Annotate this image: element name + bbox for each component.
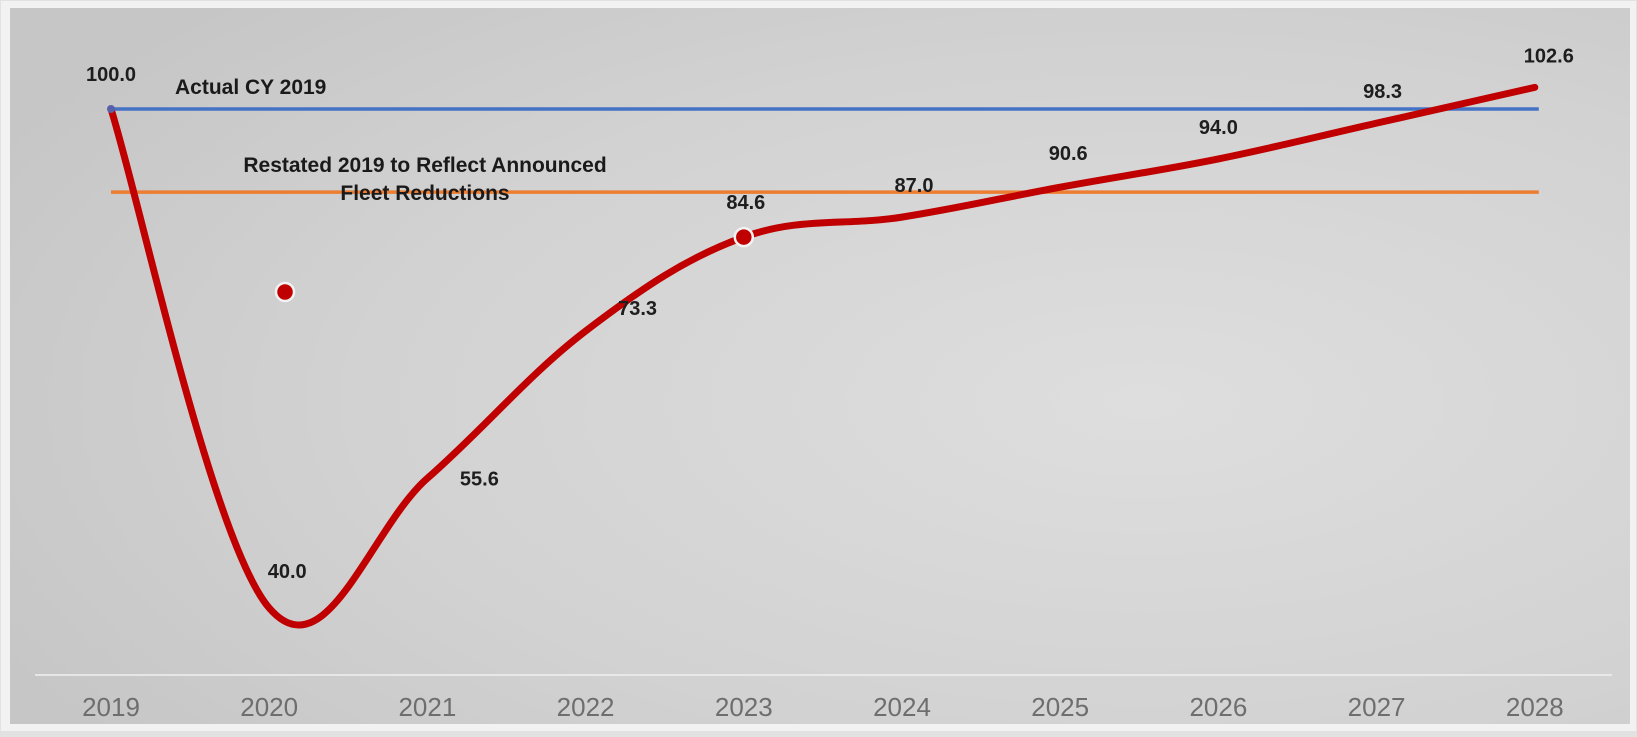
- x-tick-2024: 2024: [873, 692, 931, 722]
- reference-line-label: Restated 2019 to Reflect Announced: [243, 154, 606, 177]
- data-label-2023: 84.6: [726, 192, 765, 214]
- data-label-2021: 55.6: [460, 468, 499, 490]
- data-label-2028: 102.6: [1524, 45, 1574, 67]
- data-point-2019: [107, 105, 115, 113]
- reference-line-label: Fleet Reductions: [340, 182, 509, 205]
- x-tick-2025: 2025: [1031, 692, 1089, 722]
- data-label-2027: 98.3: [1363, 81, 1402, 103]
- data-label-2026: 94.0: [1199, 117, 1238, 139]
- extra-point: [274, 281, 296, 303]
- data-label-2020: 40.0: [268, 561, 307, 583]
- x-tick-2027: 2027: [1348, 692, 1406, 722]
- x-tick-2026: 2026: [1189, 692, 1247, 722]
- data-label-2024: 87.0: [895, 175, 934, 197]
- data-label-2025: 90.6: [1049, 143, 1088, 165]
- x-tick-2020: 2020: [240, 692, 298, 722]
- x-tick-2021: 2021: [398, 692, 456, 722]
- x-tick-2022: 2022: [557, 692, 615, 722]
- highlight-point-2023: [733, 226, 755, 248]
- x-tick-2023: 2023: [715, 692, 773, 722]
- x-tick-2028: 2028: [1506, 692, 1564, 722]
- x-tick-2019: 2019: [82, 692, 140, 722]
- data-label-2022: 73.3: [618, 298, 657, 320]
- plot-background: [10, 8, 1630, 724]
- data-label-2019: 100.0: [86, 64, 136, 86]
- reference-line-label: Actual CY 2019: [175, 76, 326, 99]
- series-line-1: [107, 83, 1539, 629]
